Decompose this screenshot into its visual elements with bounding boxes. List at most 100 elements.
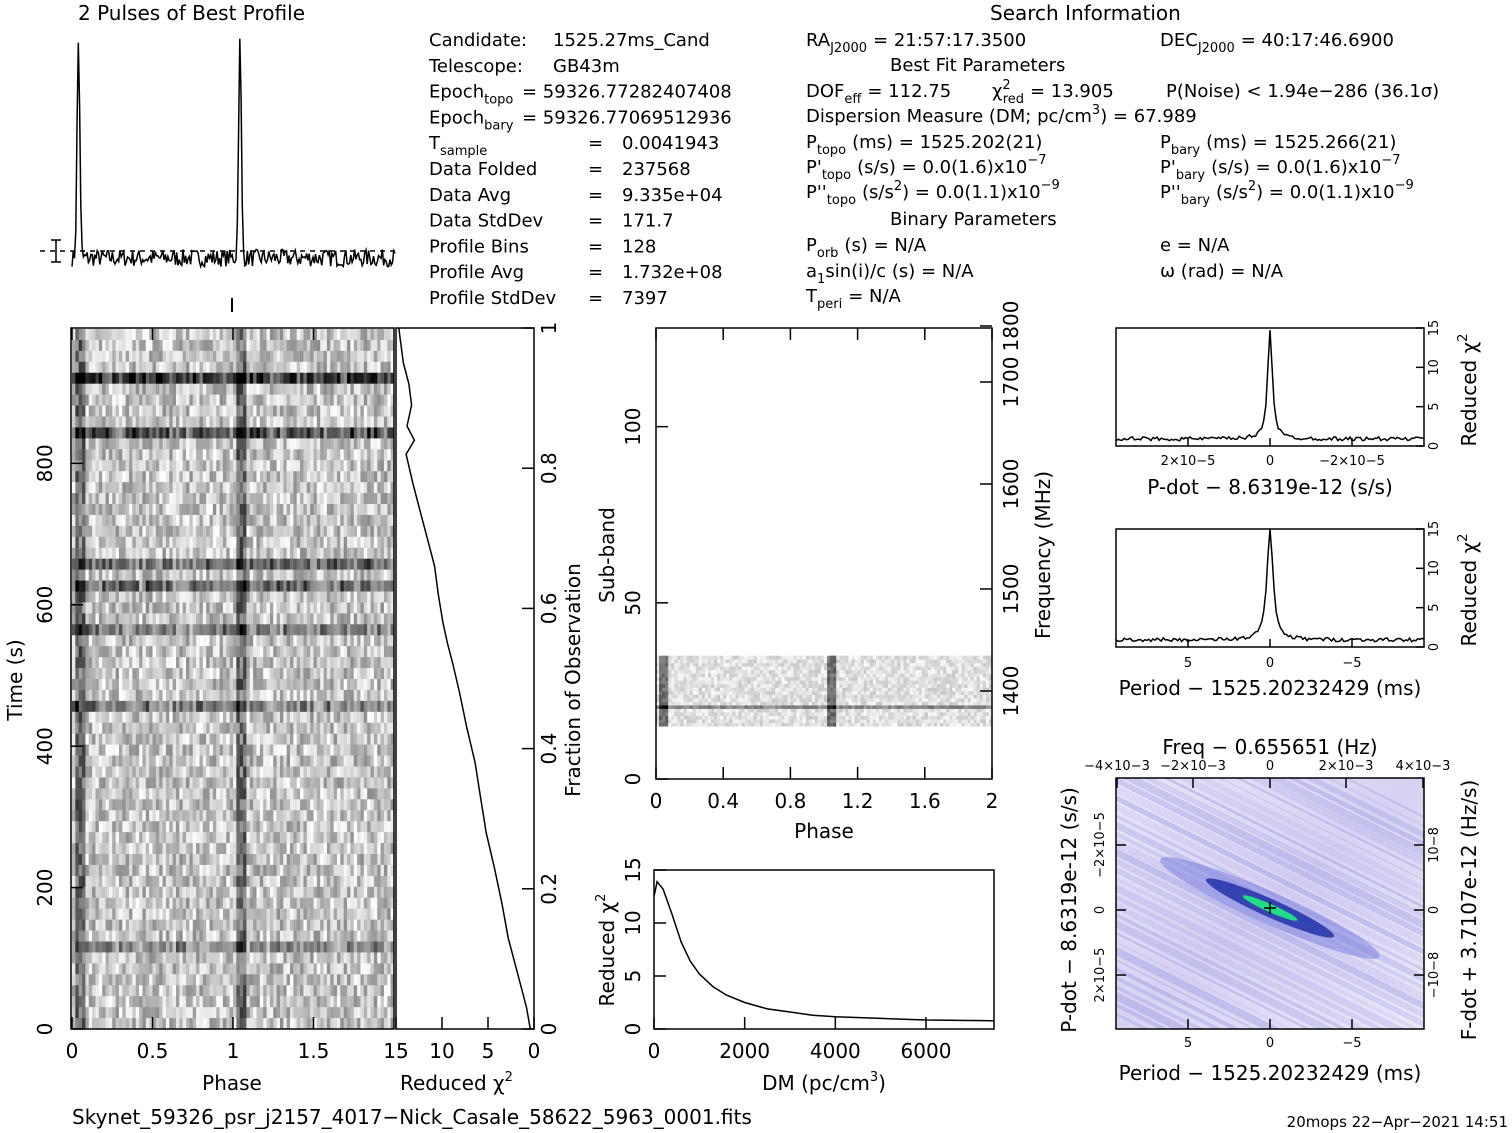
time-phase-cell <box>118 766 123 778</box>
time-phase-cell <box>78 646 83 658</box>
time-phase-cell <box>92 777 96 789</box>
time-phase-cell <box>122 394 127 406</box>
profile-errorbar <box>51 239 61 263</box>
time-phase-cell <box>320 383 324 396</box>
time-phase-cell <box>132 372 137 385</box>
time-phase-cell <box>360 864 365 877</box>
time-phase-cell <box>303 339 308 352</box>
time-phase-cell <box>323 864 328 877</box>
time-phase-cell <box>196 329 200 341</box>
time-phase-cell <box>306 657 311 669</box>
time-phase-cell <box>239 799 244 811</box>
time-phase-cell <box>162 832 167 844</box>
time-phase-cell <box>219 514 224 527</box>
time-phase-cell <box>279 383 284 396</box>
time-phase-cell <box>306 514 311 527</box>
time-phase-cell <box>72 394 76 406</box>
time-phase-cell <box>253 832 257 844</box>
time-phase-cell <box>330 536 335 549</box>
time-phase-cell <box>290 689 294 702</box>
time-phase-cell <box>380 580 385 592</box>
time-phase-cell <box>206 504 210 516</box>
time-phase-cell <box>199 536 204 549</box>
time-phase-cell <box>155 427 160 439</box>
time-phase-cell <box>320 394 324 406</box>
time-phase-cell <box>333 635 338 647</box>
time-phase-cell <box>377 722 381 735</box>
time-phase-cell <box>216 591 220 603</box>
time-phase-cell <box>145 766 150 778</box>
time-phase-cell <box>390 394 395 406</box>
time-phase-cell <box>259 449 264 461</box>
time-phase-cell <box>360 350 365 363</box>
time-phase-cell <box>343 361 348 374</box>
time-phase-cell <box>155 799 160 811</box>
time-phase-cell <box>152 383 157 396</box>
time-phase-cell <box>283 744 288 756</box>
time-phase-cell <box>108 405 113 417</box>
time-phase-cell <box>222 372 227 385</box>
time-phase-cell <box>316 493 321 505</box>
time-phase-cell <box>175 875 180 888</box>
time-phase-cell <box>256 733 261 746</box>
time-phase-cell <box>112 602 116 614</box>
time-phase-cell <box>360 689 365 702</box>
time-phase-cell <box>350 875 355 888</box>
time-phase-cell <box>313 569 318 581</box>
time-phase-cell <box>98 536 103 549</box>
time-phase-cell <box>246 383 251 396</box>
time-phase-cell <box>85 482 90 494</box>
time-phase-cell <box>279 416 284 428</box>
time-phase-cell <box>233 580 237 592</box>
time-phase-cell <box>233 864 237 877</box>
time-phase-cell <box>229 854 234 866</box>
time-phase-cell <box>209 383 214 396</box>
time-phase-cell <box>142 350 147 363</box>
time-phase-cell <box>243 569 247 581</box>
time-phase-cell <box>226 329 231 341</box>
time-phase-cell <box>85 602 90 614</box>
time-phase-cell <box>108 821 113 833</box>
time-phase-cell <box>263 514 267 527</box>
time-phase-cell <box>383 788 388 800</box>
time-phase-cell <box>373 646 378 658</box>
time-phase-cell <box>263 864 267 877</box>
time-phase-cell <box>266 602 271 614</box>
a1-value: sin(i)/c (s) = N/A <box>825 261 974 282</box>
time-phase-cell <box>340 482 345 494</box>
time-phase-cell <box>263 722 267 735</box>
time-phase-cell <box>88 854 93 866</box>
time-phase-cell <box>92 482 96 494</box>
time-phase-cell <box>118 700 123 713</box>
time-phase-cell <box>189 504 194 516</box>
time-phase-cell <box>363 777 368 789</box>
time-phase-cell <box>316 471 321 483</box>
time-phase-cell <box>72 547 76 560</box>
time-phase-cell <box>377 657 381 669</box>
time-phase-cell <box>236 329 241 341</box>
time-phase-cell <box>383 383 388 396</box>
time-phase-cell <box>172 438 177 450</box>
time-phase-cell <box>340 777 345 789</box>
time-phase-cell <box>373 514 378 527</box>
time-phase-cell <box>226 777 231 789</box>
time-phase-cell <box>279 525 284 538</box>
time-phase-cell <box>246 875 251 888</box>
time-phase-cell <box>296 810 301 822</box>
time-phase-cell <box>273 744 277 756</box>
time-phase-cell <box>296 558 301 571</box>
time-phase-cell <box>125 350 130 363</box>
time-phase-cell <box>226 613 231 625</box>
time-phase-cell <box>82 854 86 866</box>
time-phase-cell <box>279 646 284 658</box>
time-phase-cell <box>196 711 200 724</box>
time-phase-cell <box>95 646 100 658</box>
time-phase-cell <box>226 482 231 494</box>
time-phase-cell <box>149 504 153 516</box>
time-phase-cell <box>149 547 153 560</box>
time-phase-cell <box>202 602 207 614</box>
time-phase-cell <box>179 471 184 483</box>
time-phase-cell <box>226 591 231 603</box>
time-phase-cell <box>383 493 388 505</box>
time-phase-cell <box>233 329 237 341</box>
